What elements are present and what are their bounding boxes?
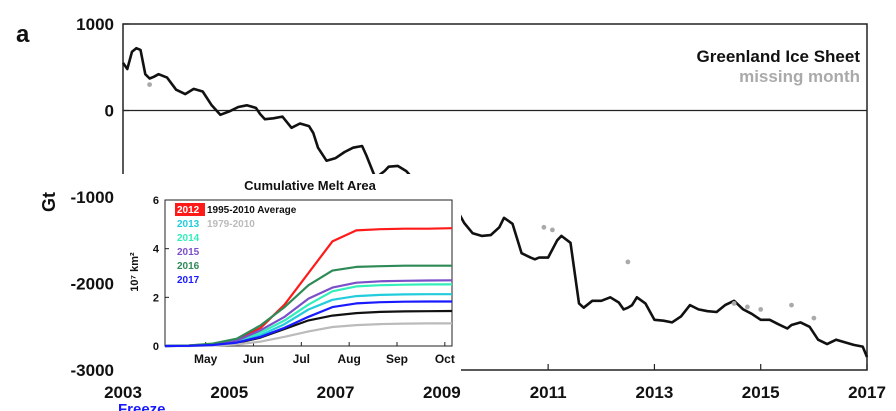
x-tick-label: 2015 — [742, 383, 780, 402]
x-tick-label: 2009 — [423, 383, 461, 402]
missing-month-point — [147, 82, 153, 87]
y-tick-label: 0 — [105, 102, 114, 121]
missing-month-point — [789, 302, 794, 308]
missing-month-point — [550, 227, 555, 233]
inset-legend-label: 1979-2010 — [207, 219, 255, 230]
x-tick-label: 2007 — [317, 383, 355, 402]
series-line-greenland-ice-sheet — [121, 46, 869, 358]
inset-title: Cumulative Melt Area — [244, 178, 376, 193]
y-tick-label: -3000 — [71, 361, 114, 380]
inset-y-tick-label: 4 — [153, 244, 160, 256]
missing-month-point — [811, 315, 817, 321]
missing-month-point — [541, 224, 547, 230]
inset-legend-label: 2012 — [177, 205, 200, 216]
missing-month-point — [731, 301, 737, 306]
inset-x-tick-label: Jul — [293, 352, 310, 366]
inset-x-tick-label: Jun — [243, 352, 264, 366]
legend-label-greenland: Greenland Ice Sheet — [697, 47, 861, 66]
y-tick-label: -2000 — [71, 275, 114, 294]
legend-label-missing-month: missing month — [739, 67, 860, 86]
y-tick-label: 1000 — [76, 15, 114, 34]
cumulative-melt-area-inset: Cumulative Melt Area 10⁷ km² 0 2 4 6 May Jun J… — [118, 174, 461, 374]
inset-legend-label: 2013 — [177, 219, 200, 230]
x-tick-label: 2003 — [104, 383, 142, 402]
inset-legend-label: 2014 — [177, 233, 200, 244]
inset-series-line-2017 — [164, 300, 452, 348]
inset-y-tick-label: 6 — [153, 195, 159, 207]
inset-y-tick-label: 0 — [153, 341, 159, 353]
y-axis-label: Gt — [39, 192, 59, 212]
x-tick-label: 2017 — [848, 383, 886, 402]
inset-series-line-2016 — [164, 264, 452, 348]
footer-label: Freeze — [118, 401, 166, 411]
inset-x-tick-label: Aug — [337, 352, 360, 366]
inset-legend-label: 2017 — [177, 275, 200, 286]
inset-legend-label: 2016 — [177, 261, 200, 272]
panel-label: a — [16, 21, 30, 48]
inset-x-tick-label: Oct — [435, 352, 455, 366]
missing-month-point — [758, 307, 764, 312]
missing-month-point — [625, 259, 631, 265]
inset-x-tick-label: May — [194, 352, 218, 366]
inset-y-axis-label: 10⁷ km² — [129, 252, 141, 292]
y-tick-label: -1000 — [71, 188, 114, 207]
inset-legend-label: 1995-2010 Average — [207, 205, 297, 216]
inset-y-tick-label: 2 — [153, 292, 159, 304]
x-tick-label: 2005 — [210, 383, 248, 402]
missing-month-point — [745, 304, 750, 310]
x-tick-label: 2011 — [530, 383, 567, 402]
inset-x-tick-label: Sep — [386, 352, 408, 366]
x-tick-label: 2013 — [636, 383, 674, 402]
inset-legend-label: 2015 — [177, 247, 200, 258]
legend-swatch-2012 — [175, 203, 205, 216]
